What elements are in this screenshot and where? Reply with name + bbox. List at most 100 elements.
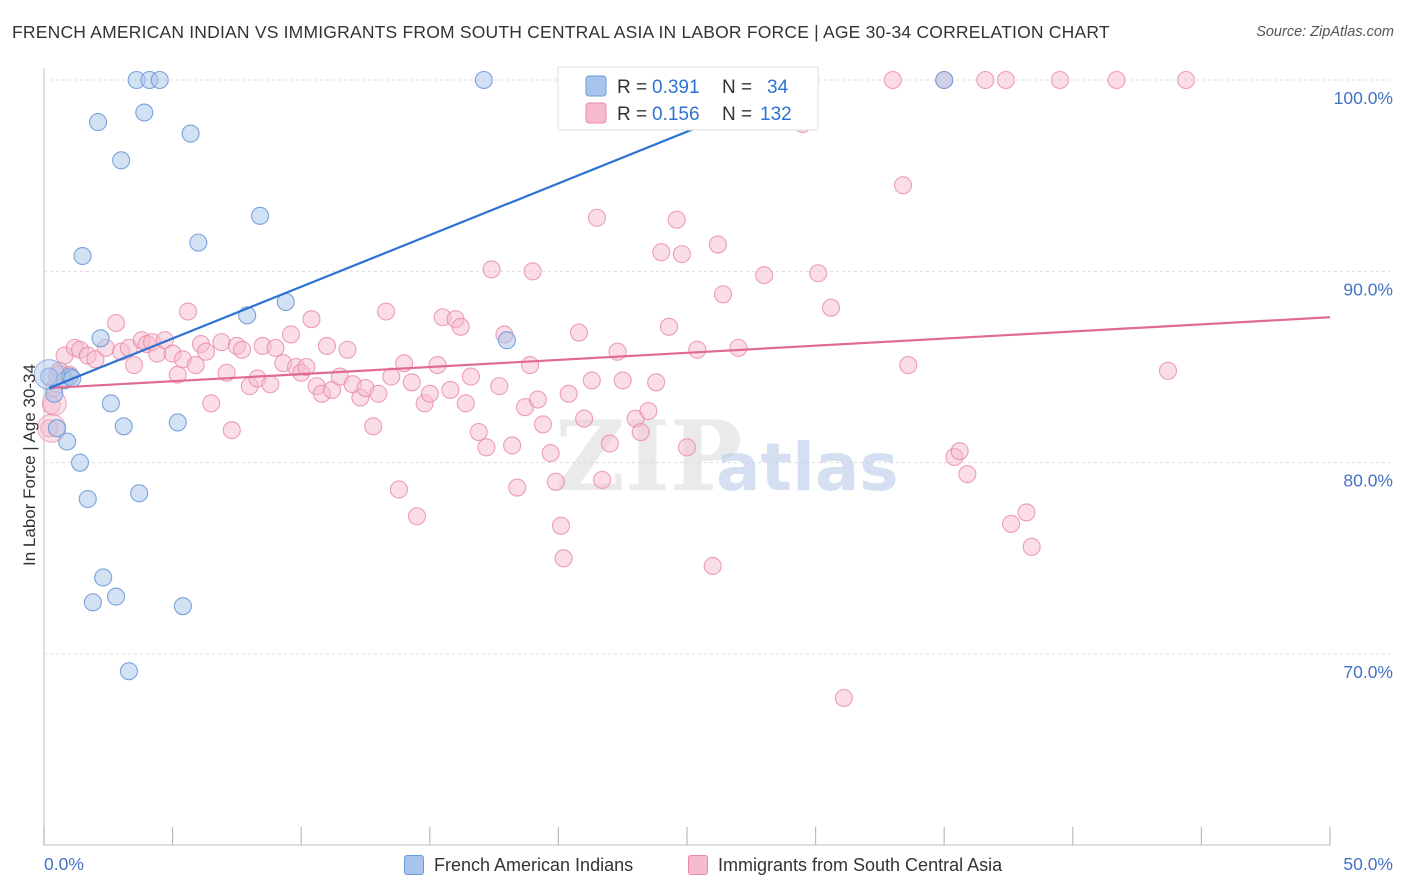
pink-point [297,357,316,377]
blue-point [119,662,138,681]
stats-r-label-1: R = [617,77,647,98]
legend-swatch-pink [688,855,708,875]
pink-point [106,313,126,333]
pink-point [883,70,902,90]
pink-point [232,340,252,359]
pink-point [377,302,396,321]
pink-point [996,70,1015,90]
stats-legend-swatch-blue [585,75,607,97]
stats-r-value-2: 0.156 [652,104,700,125]
y-tick-label: 70.0% [1343,662,1393,682]
pink-point [382,367,401,386]
pink-point [631,423,650,442]
pink-point [958,465,977,484]
pink-point [976,70,995,90]
pink-point [659,317,679,336]
chart-title: FRENCH AMERICAN INDIAN VS IMMIGRANTS FRO… [12,22,1110,42]
pink-point [677,438,697,457]
pink-point [821,298,841,317]
blue-point [935,70,954,90]
pink-point [755,266,774,285]
pink-point [1022,537,1041,556]
blue-point [181,124,200,143]
pink-point [266,338,285,357]
pink-point [569,323,589,342]
legend-item-immigrants-south-central-asia: Immigrants from South Central Asia [688,851,1002,879]
pink-point [708,235,727,254]
blue-point [173,597,192,616]
pink-point [647,373,666,392]
x-tick-label: 0.0% [44,854,84,874]
pink-point [323,380,342,400]
blue-point [112,151,131,170]
legend-label-immigrants-south-central-asia: Immigrants from South Central Asia [718,854,1003,875]
blue-point [58,432,77,451]
pink-point [893,176,913,195]
pink-point [428,356,447,375]
pink-point [703,556,722,576]
legend-item-french-american-indians: French American Indians [404,851,633,879]
trend-lines [48,78,1331,390]
y-tick-label: 100.0% [1334,88,1393,108]
pink-point [672,245,691,264]
blue-point [135,103,154,122]
pink-point [402,373,421,392]
stats-r-value-1: 0.391 [652,77,700,98]
pink-point [508,478,527,497]
pink-point [729,338,748,357]
blue-point [130,484,149,503]
pink-point [575,409,594,428]
stats-r-label-2: R = [617,104,647,125]
blue-point [47,419,66,438]
pink-point [155,331,174,350]
pink-point [639,401,658,421]
stats-n-value-2: 132 [760,104,792,125]
pink-point [533,415,553,434]
blue-point [70,453,90,472]
pink-point [389,480,408,499]
stats-n-label-2: N = [722,104,752,125]
legend-label-french-american-indians: French American Indians [434,854,634,875]
blue-point [88,113,108,132]
pink-point [899,356,918,375]
blue-point [189,233,208,252]
pink-point [1176,70,1196,90]
pink-point [613,371,632,390]
watermark: ZIP atlas [555,400,899,513]
pink-point [1017,503,1036,522]
pink-point [281,325,300,344]
pink-point [528,390,547,409]
pink-point [490,377,509,396]
pink-point [1158,361,1178,380]
pink-point [541,444,560,463]
pink-point [261,375,280,394]
pink-point [420,384,439,403]
blue-point [91,329,110,348]
series-immigrants-south-central-asia [37,70,1196,708]
pink-point [587,208,607,227]
pink-point [186,356,205,375]
axes [43,68,1331,846]
pink-point [554,549,573,568]
blue-point [78,489,97,509]
pink-point [456,394,475,413]
legend-swatch-blue [404,855,424,875]
pink-point [1002,514,1021,533]
stats-legend: R = 0.391 N = 34 R = 0.156 N = 132 [557,66,819,131]
pink-point [521,356,540,375]
pink-point [86,350,105,369]
pink-point [202,394,221,413]
x-tick-label: 50.0% [1343,854,1393,874]
pink-point [652,243,671,262]
pink-point [124,356,144,375]
pink-point [469,423,488,442]
pink-point [1050,70,1069,90]
trend-line-immigrants-south-central-asia [49,316,1331,390]
bottom-legend: French American Indians Immigrants from … [0,851,1406,879]
pink-point [834,688,853,708]
pink-point [559,384,578,403]
pink-point [546,472,565,491]
pink-point [317,336,336,356]
blue-point [101,394,120,413]
